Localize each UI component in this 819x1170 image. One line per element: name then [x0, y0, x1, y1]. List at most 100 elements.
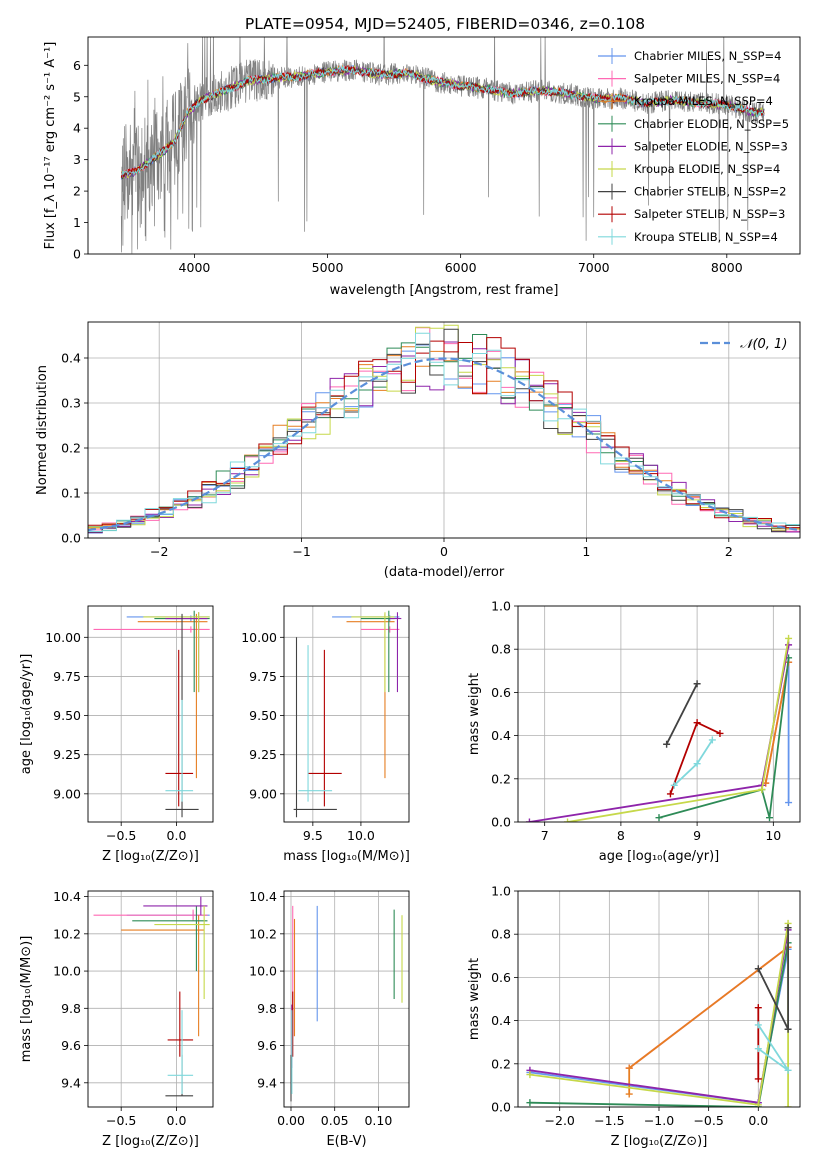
y-tick-label: 10.2: [249, 926, 277, 941]
weight-marker: [754, 1075, 762, 1083]
y-tick-label: 0.4: [491, 728, 511, 743]
x-axis-label: age [log₁₀(age/yr)]: [599, 849, 720, 864]
y-tick-label: 0.1: [61, 486, 81, 501]
y-tick-label: 9.50: [249, 708, 277, 723]
x-tick-label: 9.5: [303, 828, 323, 843]
y-tick-label: 0.0: [61, 531, 81, 546]
y-tick-label: 2: [73, 184, 81, 199]
x-axis-label: mass [log₁₀(M/M⊙)]: [283, 849, 410, 864]
weight-marker: [693, 719, 701, 727]
chart-residuals: −2 −1 0 1 2 0.0 0.1 0.2 0.3 0.4 (data-model)/error…: [35, 321, 801, 580]
y-tick-label: 0.6: [491, 685, 511, 700]
x-axis-label: Z [log₁₀(Z/Z⊙)]: [102, 849, 199, 864]
weight-marker: [625, 1064, 633, 1072]
x-tick-label: 8: [617, 828, 625, 843]
y-tick-label: 10.00: [45, 630, 81, 645]
weight-marker: [708, 736, 716, 744]
x-axis-label: wavelength [Angstrom, rest frame]: [330, 283, 559, 298]
x-tick-label: 10.0: [347, 828, 375, 843]
histograms: [88, 324, 800, 538]
histogram-step: [88, 332, 800, 538]
axes-frame: [87, 36, 801, 255]
x-tick-label: −1: [292, 544, 310, 559]
weight-marker: [754, 1004, 762, 1012]
figure-title: PLATE=0954, MJD=52405, FIBERID=0346, z=0…: [245, 15, 645, 33]
legend-entry: 𝒩(0, 1): [740, 337, 787, 352]
y-tick-label: 9.00: [53, 786, 81, 801]
weight-marker: [670, 781, 678, 789]
y-tick-label: 0.6: [491, 970, 511, 985]
axes-frame: [87, 890, 214, 1108]
y-tick-label: 1.0: [491, 884, 511, 899]
weight-line: [529, 942, 789, 1107]
y-axis-label: mass weight: [467, 673, 482, 755]
y-tick-label: 0.8: [491, 642, 511, 657]
error-bars: [290, 905, 403, 1102]
weight-marker: [784, 1103, 792, 1107]
weight-marker: [625, 1090, 633, 1098]
chart-weight-vs-age: 7 8 9 10 0.0 0.2 0.4 0.6 0.8 1.0 age [log₁₀(age/yr…: [467, 599, 801, 864]
x-axis-label: Z [log₁₀(Z/Z⊙)]: [611, 1134, 708, 1149]
chart-mass-vs-ebv: 0.00 0.05 0.10 9.4 9.6 9.8 10.0 10.2 10.4 E(B-V): [249, 889, 410, 1149]
y-tick-label: 6: [73, 58, 81, 73]
y-tick-label: 9.4: [257, 1075, 277, 1090]
chart-age-vs-Z: −0.5 0.0 9.00 9.25 9.50 9.75 10.00 Z [log₁₀(Z/Z…: [19, 605, 214, 864]
gaussian-curve: [88, 357, 800, 532]
x-tick-label: 0.0: [167, 1113, 187, 1128]
weight-marker: [526, 1099, 534, 1107]
weight-marker: [758, 786, 766, 794]
x-tick-label: 0.05: [321, 1113, 349, 1128]
weight-line: [669, 721, 721, 795]
y-tick-label: 1: [73, 215, 81, 230]
weight-marker: [785, 634, 793, 642]
y-tick-label: 5: [73, 89, 81, 104]
weight-marker: [754, 1021, 762, 1029]
x-tick-label: 8000: [711, 260, 743, 275]
y-tick-label: 1.0: [491, 599, 511, 614]
axes-frame: [87, 321, 801, 539]
x-tick-label: 1: [582, 544, 590, 559]
y-tick-label: 4: [73, 121, 81, 136]
weight-marker: [564, 818, 572, 822]
y-tick-label: 10.4: [249, 889, 277, 904]
y-tick-label: 0.0: [491, 1100, 511, 1115]
y-tick-label: 0.4: [491, 1013, 511, 1028]
y-tick-label: 9.50: [53, 708, 81, 723]
weight-line: [658, 657, 790, 819]
x-tick-label: −1.5: [594, 1113, 624, 1128]
legend-entry: Salpeter MILES, N_SSP=4: [634, 72, 780, 86]
weight-line: [529, 644, 790, 822]
y-tick-label: 0.8: [491, 927, 511, 942]
x-tick-label: 7: [541, 828, 549, 843]
x-tick-label: −2: [150, 544, 168, 559]
y-axis-label: Normed distribution: [35, 365, 50, 495]
x-tick-label: −0.5: [106, 828, 136, 843]
y-tick-label: 9.25: [53, 747, 81, 762]
weight-marker: [785, 799, 793, 807]
chart-age-vs-mass: 9.5 10.0 9.00 9.25 9.50 9.75 10.00 mass [log₁₀(…: [241, 605, 410, 864]
legend-entry: Salpeter STELIB, N_SSP=3: [634, 207, 785, 221]
y-tick-label: 9.6: [61, 1038, 81, 1053]
legend-entry: Chabrier STELIB, N_SSP=2: [634, 185, 786, 199]
axes-frame: [283, 890, 410, 1108]
x-axis-label: (data-model)/error: [384, 565, 505, 580]
error-bars: [93, 610, 210, 818]
y-tick-label: 10.00: [241, 630, 277, 645]
chart-mass-vs-Z: −0.5 0.0 9.4 9.6 9.8 10.0 10.2 10.4 Z [log₁₀(Z/Z…: [19, 889, 214, 1149]
weight-marker: [754, 965, 762, 973]
error-bars: [293, 610, 402, 818]
chart-weight-vs-Z: −2.0 −1.5 −1.0 −0.5 0.0 0.0 0.2 0.4 0.6 0.8 1.0 Z […: [467, 884, 801, 1149]
weight-marker: [666, 790, 674, 798]
weight-marker: [766, 814, 774, 822]
legend-entry: Chabrier MILES, N_SSP=4: [634, 49, 781, 63]
weight-marker: [716, 729, 724, 737]
x-tick-label: 0.0: [167, 828, 187, 843]
legend-entry: Chabrier ELODIE, N_SSP=5: [634, 117, 789, 131]
y-tick-label: 9.75: [249, 669, 277, 684]
y-tick-label: 0: [73, 247, 81, 262]
x-tick-label: −1.0: [644, 1113, 674, 1128]
y-axis-label: Flux [f_λ 10⁻¹⁷ erg cm⁻² s⁻¹ A⁻¹]: [43, 42, 58, 250]
x-tick-label: −2.0: [545, 1113, 575, 1128]
y-tick-label: 9.25: [249, 747, 277, 762]
y-tick-label: 10.0: [53, 964, 81, 979]
